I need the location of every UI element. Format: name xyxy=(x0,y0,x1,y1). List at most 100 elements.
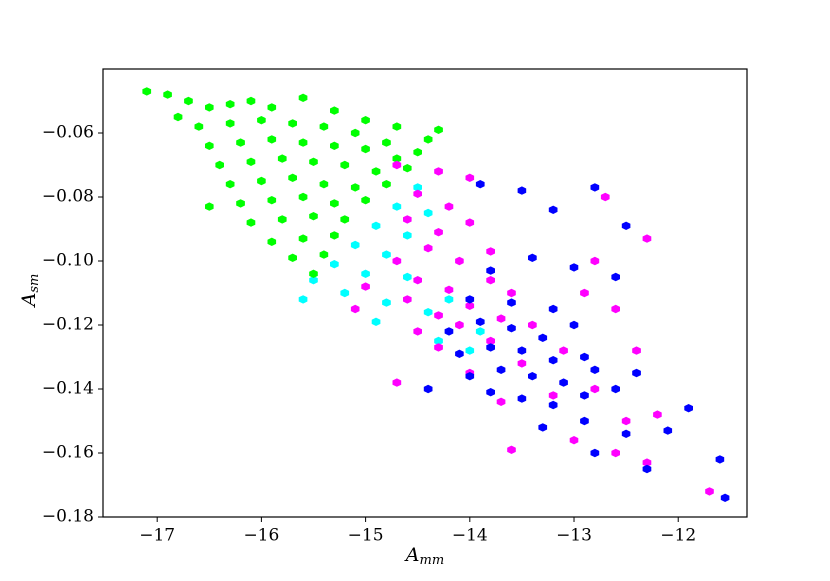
y-axis-label: Asm xyxy=(18,274,42,309)
hex-bin xyxy=(309,212,318,221)
hex-bin xyxy=(486,336,495,346)
hex-bin xyxy=(496,397,506,406)
x-tick-label: −15 xyxy=(348,526,384,546)
hex-bin xyxy=(382,298,391,307)
hex-bin xyxy=(434,343,443,352)
hex-bin xyxy=(350,128,360,138)
hex-bin xyxy=(205,141,214,150)
hex-bin xyxy=(465,346,475,355)
hex-bin xyxy=(496,365,506,374)
hex-bin xyxy=(298,93,308,102)
hex-bin xyxy=(517,394,527,403)
hex-bin xyxy=(642,458,652,467)
hex-bin xyxy=(246,218,256,227)
hex-bin xyxy=(225,180,235,189)
hex-bin xyxy=(403,295,412,304)
hex-bin xyxy=(590,365,600,374)
hex-bin xyxy=(705,487,714,496)
hex-bin xyxy=(350,240,360,250)
hex-bin xyxy=(319,122,329,131)
hex-bin xyxy=(288,119,297,128)
hex-bin xyxy=(444,295,454,304)
hex-bin xyxy=(371,221,381,230)
hex-bin xyxy=(548,391,558,400)
hex-bin xyxy=(423,135,433,144)
hex-bin xyxy=(580,288,589,298)
hex-bin xyxy=(455,320,464,330)
hex-bin xyxy=(173,112,183,122)
y-tick-label: −0.06 xyxy=(42,123,94,143)
hex-bin xyxy=(423,384,433,394)
hex-bin xyxy=(475,180,485,189)
hex-bin xyxy=(569,320,579,330)
hex-bin xyxy=(434,167,443,176)
hex-bin xyxy=(413,276,422,285)
hex-bin xyxy=(632,346,641,355)
hex-bin xyxy=(611,304,620,314)
hex-bin xyxy=(590,256,600,266)
hex-bin xyxy=(215,160,224,170)
hex-bin xyxy=(277,154,287,163)
hex-bin xyxy=(309,276,318,285)
y-axis-label-main: A xyxy=(18,293,40,309)
hex-bin xyxy=(319,180,329,189)
hex-bin xyxy=(496,314,506,323)
hex-bin xyxy=(350,304,360,314)
hex-bin xyxy=(507,324,516,333)
hex-bin xyxy=(298,138,308,147)
hex-bin xyxy=(580,391,589,400)
x-tick-label: −16 xyxy=(243,526,279,546)
hex-bin xyxy=(559,378,568,387)
hex-bin xyxy=(361,144,370,154)
axes-frame xyxy=(102,68,748,518)
hex-bin xyxy=(205,103,214,112)
hex-bin xyxy=(507,298,516,307)
hex-bin xyxy=(298,234,308,243)
hex-bin xyxy=(642,234,652,243)
y-tick-label: −0.18 xyxy=(42,507,94,527)
hex-bin xyxy=(403,231,412,240)
hex-bin xyxy=(257,116,266,125)
hex-bin xyxy=(475,317,485,326)
hex-bin xyxy=(548,400,558,410)
hex-bin xyxy=(528,320,537,330)
hex-bin xyxy=(684,404,693,413)
hex-bin xyxy=(653,410,662,419)
hex-bin xyxy=(663,426,673,435)
y-tick-label: −0.16 xyxy=(42,443,94,463)
hex-bin xyxy=(382,180,391,189)
hex-bin xyxy=(236,199,245,208)
hex-bin xyxy=(517,346,527,355)
hex-bin xyxy=(548,304,558,314)
hex-bin xyxy=(569,436,579,445)
hex-bin xyxy=(413,189,422,198)
hex-bin xyxy=(382,138,391,147)
hex-bin xyxy=(590,384,600,394)
hex-bin xyxy=(590,448,600,458)
hex-bin xyxy=(361,196,370,205)
hex-bin xyxy=(423,244,433,253)
hex-bin xyxy=(267,237,277,246)
hex-bin xyxy=(548,205,558,214)
hex-bin xyxy=(486,276,495,285)
hex-bin xyxy=(403,164,412,173)
hex-bin xyxy=(225,100,235,109)
hex-bin xyxy=(413,148,422,157)
hex-bin xyxy=(392,378,402,387)
hex-bin xyxy=(371,167,381,176)
hex-bin xyxy=(392,122,402,131)
hex-bin xyxy=(486,388,495,397)
hex-bin xyxy=(475,327,485,336)
hex-bin xyxy=(267,103,277,112)
y-axis-label-sub: sm xyxy=(27,274,42,293)
hex-bin xyxy=(288,173,297,182)
hex-bin xyxy=(361,269,370,278)
hex-bin xyxy=(392,154,402,163)
hex-bin xyxy=(486,247,495,256)
hex-bin xyxy=(621,416,631,426)
x-axis-label-main: A xyxy=(404,544,420,566)
hex-bin xyxy=(194,122,204,131)
hex-bin xyxy=(361,282,370,291)
hex-bin xyxy=(392,256,402,266)
